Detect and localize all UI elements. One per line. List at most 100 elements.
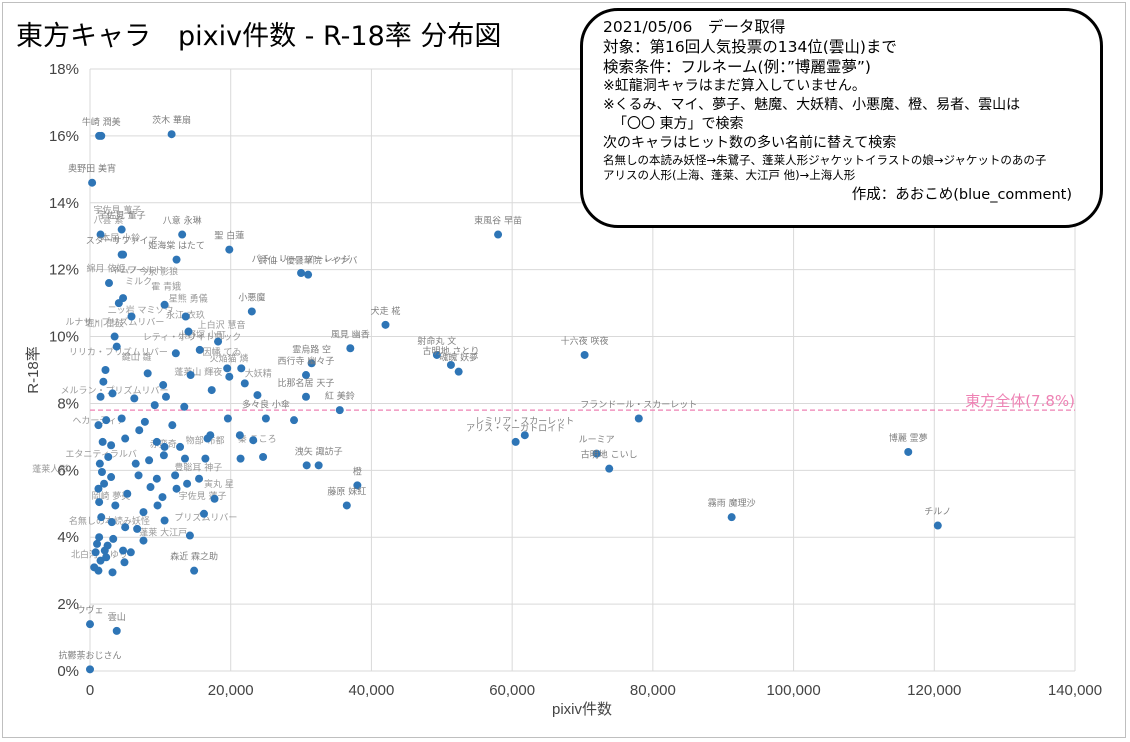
data-point [146,483,155,492]
y-tick-label: 16% [49,128,79,145]
point-label: 霧雨 魔理沙 [708,497,756,509]
labeled-data-point [432,350,441,359]
point-label: 森近 霖之助 [170,551,218,563]
data-point [96,392,105,401]
point-label: 聖 白蓮 [214,230,244,242]
y-tick-label: 2% [57,596,79,613]
point-label: 橙 [353,465,362,477]
crowd-point-label: レティ・ホワイトロック [143,332,241,343]
data-point [183,479,192,488]
data-point [236,454,245,463]
y-tick-label: 12% [49,262,79,279]
crowd-point-label: ミルク [125,277,152,288]
data-point [102,553,111,562]
labeled-data-point [304,270,313,279]
data-point [131,459,140,468]
data-point [98,437,107,446]
labeled-data-point [592,449,601,458]
labeled-data-point [301,371,310,380]
point-label: パチュリー・ノーレッジ [252,254,351,265]
labeled-data-point [353,481,362,490]
data-point [171,471,180,480]
crowd-point-label: 宇佐見 菫子 [94,204,142,216]
x-tick-label: 120,000 [907,682,961,699]
point-label: 博麗 霊夢 [889,432,928,444]
data-point [112,342,121,351]
data-point [201,454,210,463]
point-label: 風見 幽香 [331,329,370,340]
data-point [121,434,130,443]
point-label: フランドール・スカーレット [580,399,697,410]
data-point [184,327,193,336]
crowd-point-label: エタニティラルバ [65,449,136,460]
data-point [91,548,100,557]
data-point [145,456,154,465]
data-point [139,536,148,545]
point-label: 牛崎 潤美 [82,116,121,128]
point-label: 雲山 [108,612,126,623]
data-point [108,389,117,398]
chart-title: 東方キャラ pixiv件数 - R-18率 分布図 [16,21,502,52]
data-point [102,416,111,425]
crowd-point-label: 蓬莱山 輝夜 [174,366,222,378]
data-point [237,364,246,373]
labeled-data-point [454,367,463,376]
crowd-point-label: 本居 小鈴 [101,232,140,244]
labeled-data-point [190,566,199,575]
data-point [195,474,204,483]
crowd-point-label: ネムノ [111,265,138,276]
data-point [127,312,136,321]
data-point [119,546,128,555]
reference-line-label: 東方全体(7.8%) [965,392,1075,410]
data-point [225,372,234,381]
data-point [199,509,208,518]
crowd-point-label: 今泉 影狼 [139,266,178,278]
info-note3: 「〇〇 東方」で検索 [613,116,744,132]
data-point [140,417,149,426]
crowd-point-label: 北白河 ちゆり [71,548,128,560]
y-tick-label: 0% [57,663,79,680]
data-point [134,471,143,480]
data-point [159,451,168,460]
point-label: 西行寺 幽々子 [278,355,335,367]
crowd-point-label: 因幡 てゐ [203,346,242,358]
labeled-data-point [117,225,126,234]
data-point [152,437,161,446]
data-point [223,414,232,423]
data-point [108,568,117,577]
data-point [97,468,106,477]
data-point [172,484,181,493]
data-point [97,513,106,522]
data-point [121,523,130,532]
labeled-data-point [314,461,323,470]
data-point [259,452,268,461]
x-axis-label: pixiv件数 [552,701,612,718]
point-label: 魂魄 妖夢 [439,352,478,364]
point-label: 十六夜 咲夜 [561,335,609,347]
x-tick-label: 140,000 [1048,682,1102,699]
labeled-data-point [381,320,390,329]
data-point [130,394,139,403]
point-label: 古明地 さとり [422,345,479,357]
data-point [111,501,120,510]
crowd-point-label: 上白沢 慧音 [198,319,246,331]
point-label: 多々良 小傘 [242,398,290,410]
data-point [110,332,119,341]
labeled-data-point [933,521,942,530]
point-label: ウヴェ [76,604,103,616]
data-point [104,279,113,288]
data-point [93,539,102,548]
crowd-point-label: ワールド [127,266,163,276]
data-point [107,518,116,527]
data-point [253,391,262,400]
point-label: 洩矢 諏訪子 [295,445,343,457]
point-label: 紅 美鈴 [325,390,355,402]
data-point [195,345,204,354]
data-point [176,442,185,451]
point-label: 奥野田 美宵 [68,163,116,175]
x-tick-label: 80,000 [630,682,676,699]
data-point [107,473,116,482]
point-label: 小悪魔 [238,291,265,303]
point-label: アリス・マーガトロイド [466,423,565,434]
point-label: 茨木 華扇 [152,114,191,126]
